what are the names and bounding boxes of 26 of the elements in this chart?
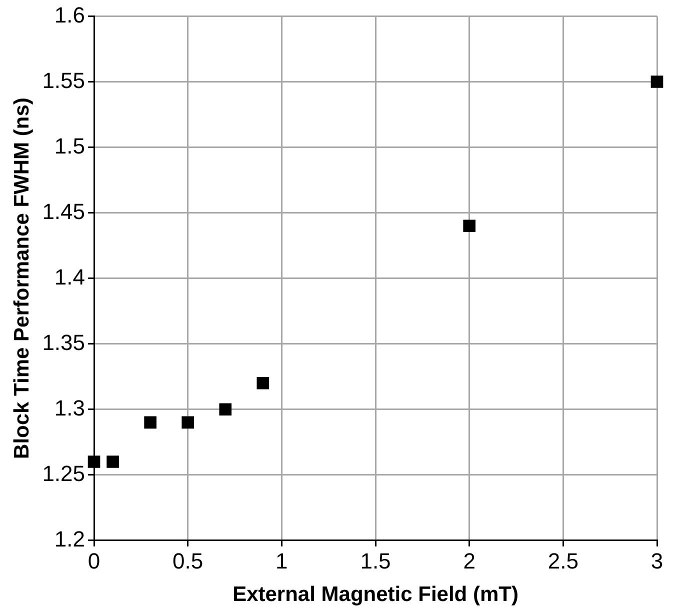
point: [106, 456, 119, 468]
point: [650, 76, 664, 88]
y-tick-label: 1.2: [54, 526, 86, 552]
point: [219, 403, 232, 416]
point: [182, 416, 194, 429]
x-tick-label: 2.5: [548, 548, 578, 574]
point: [256, 376, 270, 390]
x-tick-label: 0.5: [172, 548, 204, 574]
x-tick-label: 0: [88, 548, 100, 574]
x-tick-label: 1: [276, 548, 288, 574]
point: [144, 416, 156, 429]
x-axis-title: External Magnetic Field (mT): [232, 583, 518, 606]
y-tick-label: 1.5: [54, 133, 86, 158]
point: [88, 456, 100, 468]
x-tick-label: 1.5: [360, 548, 391, 574]
x-tick-label: 3: [650, 548, 664, 574]
y-axis-title: Block Time Performance FWHM (ns): [10, 98, 34, 459]
y-tick-label: 1.35: [42, 330, 86, 355]
y-tick-label: 1.55: [42, 68, 86, 93]
y-tick-label: 1.3: [54, 395, 86, 420]
x-tick-label: 2: [463, 548, 476, 574]
point: [463, 220, 476, 232]
y-tick-label: 1.25: [42, 460, 86, 486]
y-tick-label: 1.4: [54, 264, 86, 290]
y-tick-label: 1.45: [42, 198, 86, 224]
y-tick-label: 1.6: [54, 2, 86, 28]
